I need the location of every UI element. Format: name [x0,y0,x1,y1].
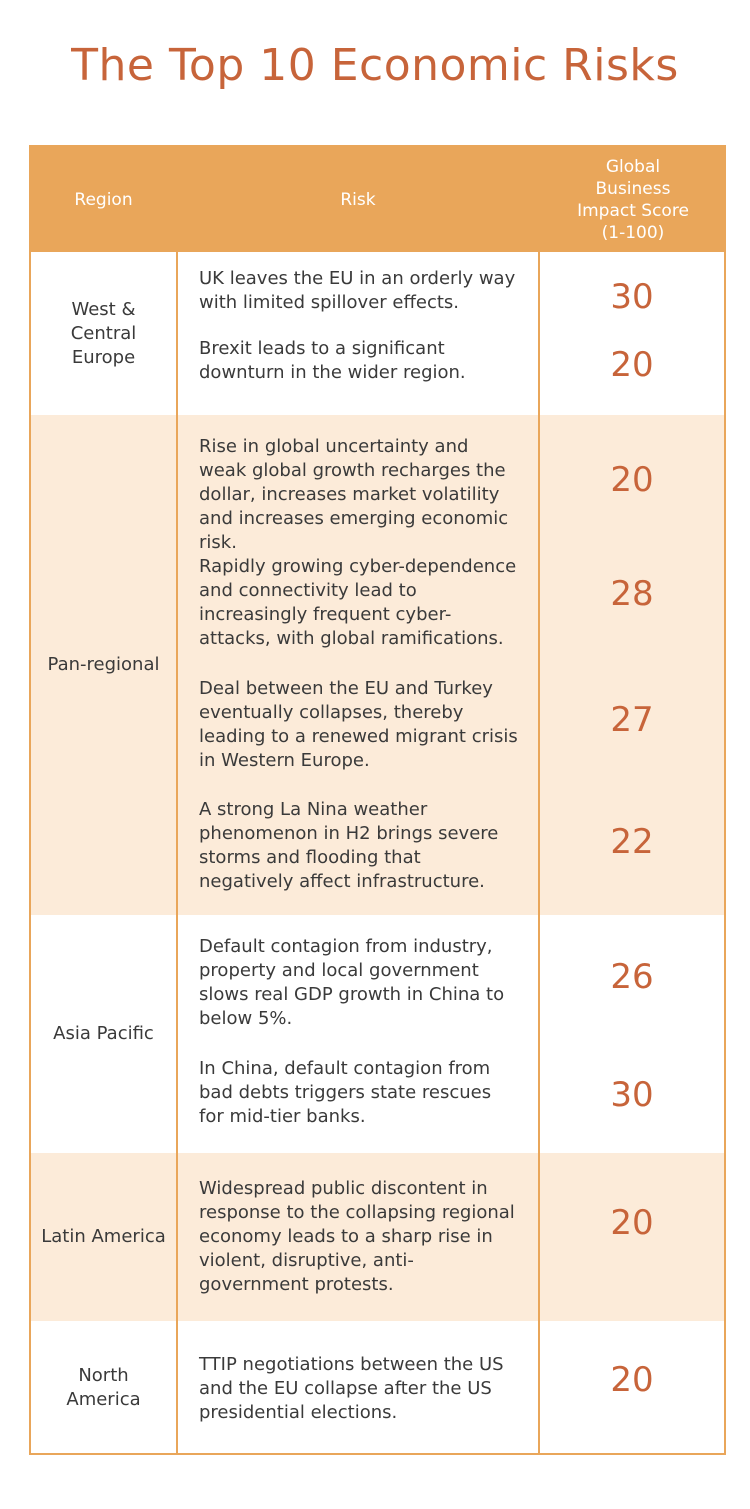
risk-text: UK leaves the EU in an orderly way with … [199,268,516,313]
impact-score: 28 [610,574,654,614]
page-title: The Top 10 Economic Risks [71,40,679,91]
impact-score: 27 [610,700,654,740]
column-divider [538,147,540,1453]
region-cell: North America [66,1365,141,1410]
region-cell: Latin America [41,1226,166,1247]
column-divider [176,147,178,1453]
header-score: Global Business Impact Score (1-100) [577,156,689,243]
impact-score: 30 [610,277,654,317]
region-cell: Pan-regional [47,654,160,675]
risk-table: Region Risk Global Business Impact Score… [29,145,726,1455]
risk-text: Brexit leads to a significant downturn i… [199,338,466,383]
impact-score: 20 [610,460,654,500]
impact-score: 20 [610,1203,654,1243]
impact-score: 22 [610,822,654,862]
risk-text: A strong La Nina weather phenomenon in H… [199,799,499,892]
risk-text: Rapidly growing cyber-dependence and con… [199,556,517,649]
header-risk: Risk [340,189,376,210]
risk-text: Widespread public discontent in response… [199,1178,515,1295]
risk-text: Deal between the EU and Turkey eventuall… [199,678,518,771]
region-cell: Asia Pacific [53,1023,154,1044]
band-pan-regional [31,415,724,915]
impact-score: 26 [610,957,654,997]
header-region: Region [74,189,133,210]
table-header: Region Risk Global Business Impact Score… [31,147,724,252]
impact-score: 20 [610,1360,654,1400]
band-latin-america [31,1153,724,1321]
risk-text: In China, default contagion from bad deb… [199,1058,492,1127]
impact-score: 30 [610,1075,654,1115]
impact-score: 20 [610,345,654,385]
region-cell: West & Central Europe [70,298,137,368]
risk-text: Default contagion from industry, propert… [199,936,505,1029]
risk-text: TTIP negotiations between the US and the… [199,1354,504,1423]
risk-text: Rise in global uncertainty and weak glob… [199,436,509,553]
